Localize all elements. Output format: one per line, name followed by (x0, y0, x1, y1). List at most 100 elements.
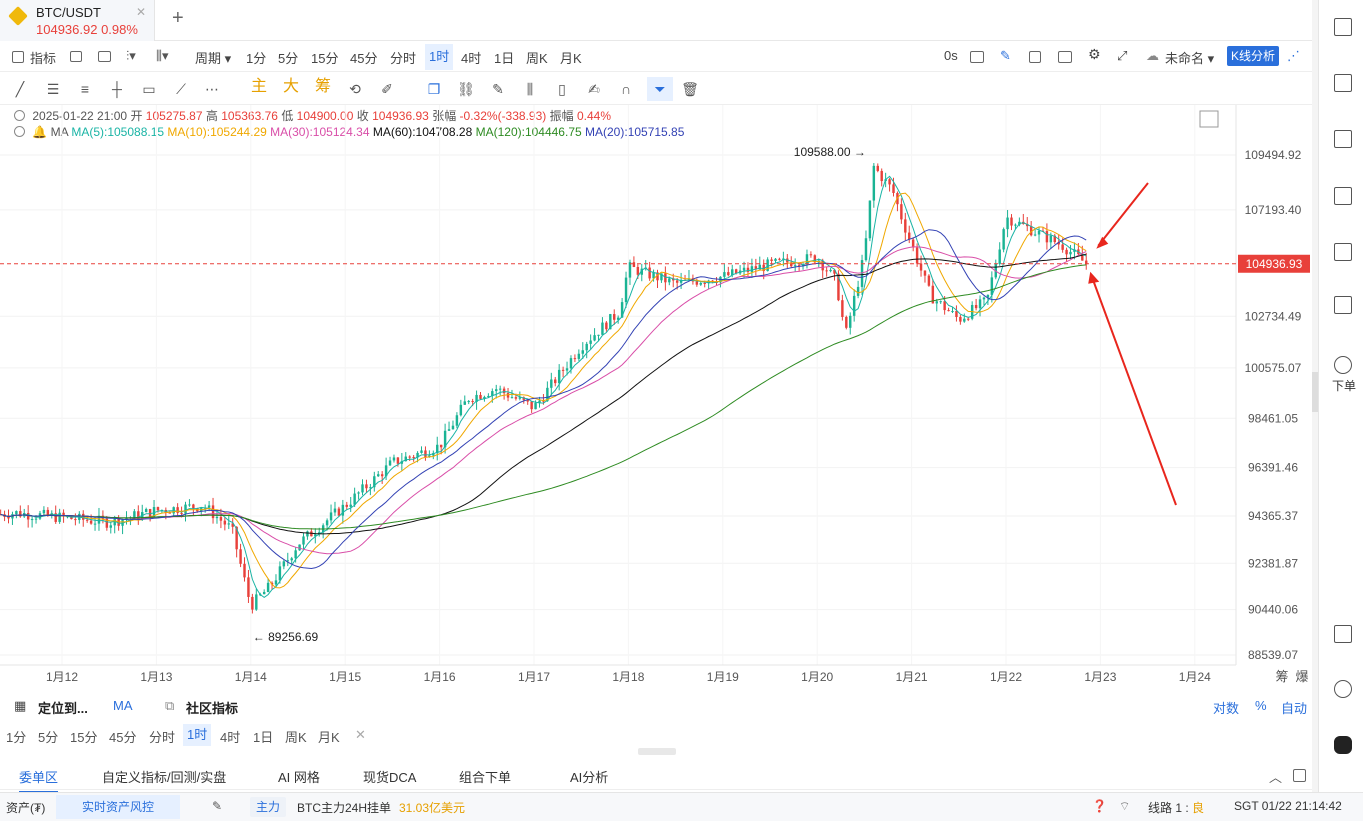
candle-style-icon[interactable]: ⫼▾ (156, 48, 169, 63)
data-window-icon[interactable] (1058, 51, 1072, 63)
x-tick-label: 1月19 (707, 670, 739, 684)
settings-icon[interactable]: ⚙ (1088, 46, 1101, 62)
tf-4h[interactable]: 4时 (461, 51, 482, 66)
btf-4h[interactable]: 4时 (220, 730, 241, 745)
btf-1h[interactable]: 1时 (183, 724, 212, 746)
close-icon[interactable]: ✕ (355, 727, 366, 742)
chevron-up-icon[interactable]: ︿ (1269, 770, 1283, 785)
tf-1h[interactable]: 1时 (425, 44, 454, 70)
parallel-channel-icon[interactable]: ≡ (80, 81, 90, 97)
magnet-icon[interactable]: ∩ (620, 81, 632, 97)
tab-orders[interactable]: 委单区 (19, 767, 59, 793)
percent-scale-toggle[interactable]: % (1255, 698, 1267, 713)
expand-icon[interactable] (1293, 769, 1306, 782)
symbol-tab[interactable]: BTC/USDT 104936.92 0.98% ✕ (0, 0, 155, 41)
indicators-button[interactable]: 指标 (30, 51, 57, 66)
etf-icon[interactable] (1334, 296, 1352, 314)
price-chart[interactable]: 109494.92 107193.40 102734.49 100575.07 9846… (0, 105, 1312, 690)
document-icon[interactable] (1334, 74, 1352, 92)
main-force-button[interactable]: 主 (250, 78, 267, 95)
bell-icon[interactable]: 🔔 (32, 125, 48, 139)
tab-ai-grid[interactable]: AI 网格 (278, 770, 320, 785)
kline-analysis-button[interactable]: K线分析 (1227, 46, 1279, 66)
tf-45m[interactable]: 45分 (350, 51, 378, 66)
more-icon[interactable]: ⋯ (205, 81, 219, 97)
tf-15m[interactable]: 15分 (311, 51, 339, 66)
tf-1d[interactable]: 1日 (494, 51, 515, 66)
pen-icon[interactable]: ✎ (492, 81, 504, 97)
brush-icon[interactable]: ✐ (381, 81, 393, 97)
big-order-button[interactable]: 大 (282, 78, 299, 95)
ray-icon[interactable]: ┼ (112, 81, 122, 97)
locate-button[interactable]: 定位到... (38, 701, 88, 716)
edit-icon[interactable]: ✎ (212, 799, 223, 813)
copy-icon[interactable]: ❐ (427, 81, 441, 97)
tab-spot-dca[interactable]: 现货DCA (363, 770, 417, 785)
close-icon[interactable]: ✕ (136, 5, 147, 19)
risk-control-button[interactable]: 实时资产风控 (56, 795, 180, 819)
tab-ai-analysis[interactable]: AI分析 (570, 770, 609, 785)
log-scale-toggle[interactable]: 对数 (1213, 701, 1240, 716)
tf-5m[interactable]: 5分 (278, 51, 299, 66)
edit-icon[interactable]: ✎ (1000, 48, 1011, 63)
tf-week[interactable]: 周K (526, 51, 548, 66)
eye-icon[interactable] (14, 110, 25, 121)
notes-icon[interactable]: ✍ (588, 81, 600, 97)
x-tick-label: 1月12 (46, 670, 78, 684)
btf-5m[interactable]: 5分 (38, 730, 59, 745)
btf-45m[interactable]: 45分 (109, 730, 137, 745)
rectangle-icon[interactable]: ▭ (142, 81, 156, 97)
order-icon[interactable] (1334, 356, 1352, 374)
tf-1m[interactable]: 1分 (246, 51, 267, 66)
camera-icon[interactable] (970, 51, 984, 63)
lock-icon[interactable]: ▯ (558, 81, 566, 97)
filter-icon[interactable]: ⏷ (647, 77, 673, 101)
candle-icon[interactable]: ⫼ (526, 81, 534, 97)
calendar-icon[interactable]: ▦ (14, 698, 27, 713)
btf-timeshare[interactable]: 分时 (149, 730, 176, 745)
y-tick-label: 90440.06 (1248, 603, 1298, 617)
ma-indicator-tag[interactable]: MA (113, 698, 133, 713)
btf-15m[interactable]: 15分 (70, 730, 98, 745)
tf-timeshare[interactable]: 分时 (390, 51, 417, 66)
vertical-scrollbar[interactable] (1312, 0, 1318, 792)
layout-icon[interactable] (98, 51, 111, 62)
candle-body (911, 239, 915, 248)
robot-icon[interactable] (1334, 736, 1352, 754)
btf-week[interactable]: 周K (285, 730, 307, 745)
note-icon[interactable] (1029, 51, 1041, 63)
scrollbar-thumb[interactable] (1312, 372, 1318, 412)
measure-icon[interactable]: ⟋ (176, 81, 186, 97)
delete-icon[interactable]: 🗑 (681, 81, 699, 97)
chips-button[interactable]: 筹 (314, 78, 331, 95)
headset-icon[interactable] (1334, 680, 1352, 698)
sync-icon[interactable]: ⟲ (349, 81, 361, 97)
panel-collapse-handle[interactable] (638, 748, 676, 755)
help-icon[interactable]: ❓ (1092, 799, 1107, 813)
widgets-icon[interactable] (1334, 18, 1352, 36)
panel-icon[interactable] (1334, 625, 1352, 643)
depth-chart-icon[interactable] (1334, 243, 1352, 261)
eye-icon[interactable] (14, 126, 25, 137)
link-icon[interactable]: ⛓ (457, 81, 475, 97)
period-dropdown[interactable]: 周期 ▾ (195, 51, 232, 66)
layout-name-dropdown[interactable]: 未命名 ▾ (1165, 51, 1215, 66)
btf-month[interactable]: 月K (318, 730, 340, 745)
chart-type-icon[interactable]: ⫶▾ (126, 48, 136, 63)
tf-month[interactable]: 月K (560, 51, 582, 66)
tab-combo-order[interactable]: 组合下单 (459, 770, 512, 785)
hline-icon[interactable]: ☰ (46, 81, 60, 97)
template-icon[interactable] (70, 51, 82, 62)
dollar-icon[interactable] (1334, 130, 1352, 148)
trend-chart-icon[interactable] (1334, 187, 1352, 205)
trend-line-icon[interactable]: ╱ (15, 81, 25, 97)
order-label[interactable]: 下单 (1332, 379, 1357, 393)
fullscreen-icon[interactable]: ⤢ (1117, 48, 1128, 63)
share-icon[interactable]: ⋰ (1287, 48, 1300, 63)
tab-custom-indicators[interactable]: 自定义指标/回测/实盘 (102, 770, 227, 785)
auto-scale-toggle[interactable]: 自动 (1281, 701, 1308, 716)
btf-1m[interactable]: 1分 (6, 730, 27, 745)
add-tab-button[interactable]: + (172, 7, 184, 29)
btf-1d[interactable]: 1日 (253, 730, 274, 745)
community-indicators[interactable]: 社区指标 (186, 701, 239, 716)
